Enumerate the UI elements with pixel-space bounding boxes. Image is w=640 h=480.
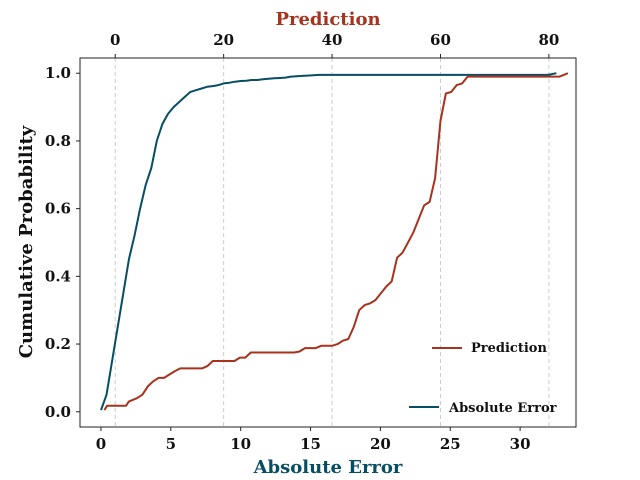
x-tick-label: 0 (96, 435, 106, 453)
top-tick-label: 40 (322, 31, 343, 49)
top-tick-label: 0 (110, 31, 120, 49)
x-tick-label: 15 (300, 435, 321, 453)
top-tick-label: 80 (538, 31, 559, 49)
y-tick-label: 1.0 (45, 64, 71, 82)
legend-prediction-label: Prediction (471, 341, 547, 356)
x-axis-title: Absolute Error (253, 457, 403, 478)
absolute-error-line (100, 72, 557, 411)
top-tick-label: 60 (430, 31, 451, 49)
legend-absolute-error: Absolute Error (409, 401, 557, 416)
x-tick-label: 25 (440, 435, 461, 453)
y-tick-label: 0.0 (45, 403, 71, 421)
x-tick-label: 10 (230, 435, 251, 453)
y-tick-label: 0.4 (45, 267, 71, 285)
x-tick-label: 20 (370, 435, 391, 453)
legend-prediction: Prediction (432, 341, 547, 356)
plot-frame (79, 57, 577, 428)
top-axis-title: Prediction (275, 9, 380, 30)
legend-absolute-error-label: Absolute Error (448, 401, 557, 416)
x-tick-label: 30 (510, 435, 531, 453)
y-tick-label: 0.8 (45, 132, 71, 150)
series-lines (100, 72, 569, 411)
prediction-line (103, 72, 569, 411)
grid-lines (114, 58, 550, 427)
axis-ticks: 0 20 40 60 80 0 5 10 15 20 25 30 0.0 0.2 0.4 0.6 0.8 1.0 (45, 31, 559, 453)
x-tick-label: 5 (166, 435, 176, 453)
y-tick-label: 0.6 (45, 200, 71, 218)
y-tick-label: 0.2 (45, 335, 71, 353)
top-tick-label: 20 (213, 31, 234, 49)
y-axis-title: Cumulative Probability (16, 125, 37, 358)
